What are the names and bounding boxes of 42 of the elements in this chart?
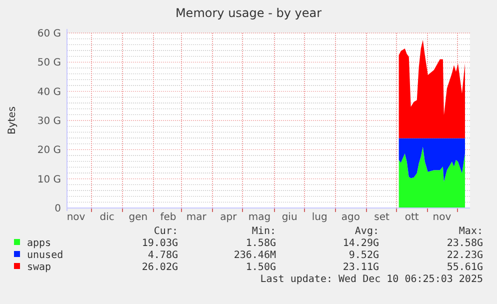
text: 14.29G (342, 238, 379, 249)
x-tick-label: dic (100, 212, 114, 223)
y-tick-label: 20 G (37, 145, 61, 156)
text: 55.61G (446, 262, 483, 273)
text: 26.02G (142, 262, 178, 273)
text: Min: (252, 226, 276, 237)
text: Last update: Wed Dec 10 06:25:03 2025 (260, 274, 483, 285)
text: 23.58G (446, 238, 483, 249)
text: 1.58G (246, 238, 276, 249)
x-tick-label: nov (66, 212, 86, 223)
x-tick-label: ago (341, 212, 360, 223)
x-tick-label: lug (312, 212, 328, 223)
y-axis-title: Bytes (7, 106, 18, 135)
text: 23.11G (342, 262, 379, 273)
y-tick-label: 0 (54, 204, 61, 214)
text: 9.52G (348, 250, 379, 261)
text: 22.23G (446, 250, 483, 261)
x-tick-label: giu (282, 212, 298, 223)
text: 4.78G (148, 250, 178, 261)
y-tick-label: 40 G (37, 86, 61, 98)
x-tick-label: ott (404, 212, 419, 223)
y-tick-label: 30 G (37, 116, 61, 127)
x-tick-label: feb (160, 212, 176, 223)
text: 19.03G (142, 238, 178, 249)
x-tick-label: mag (248, 212, 271, 223)
text: 1.50G (246, 262, 276, 273)
text: Avg: (354, 226, 379, 237)
y-tick-label: 50 G (37, 58, 61, 69)
y-tick-label: 60 G (37, 28, 61, 40)
x-tick-label: apr (220, 212, 238, 223)
x-tick-label: mar (186, 212, 208, 223)
text: Max: (458, 226, 483, 237)
text: 236.46M (234, 250, 276, 261)
text: Cur: (154, 226, 178, 237)
x-tick-label: gen (128, 212, 148, 223)
x-tick-label: nov (432, 212, 452, 223)
legend-label: swap (27, 262, 52, 273)
legend-label: unused (27, 250, 64, 261)
y-tick-label: 10 G (37, 174, 61, 186)
x-tick-label: set (374, 212, 390, 223)
legend-label: apps (27, 238, 52, 249)
chart-title: Memory usage - by year (175, 6, 322, 20)
